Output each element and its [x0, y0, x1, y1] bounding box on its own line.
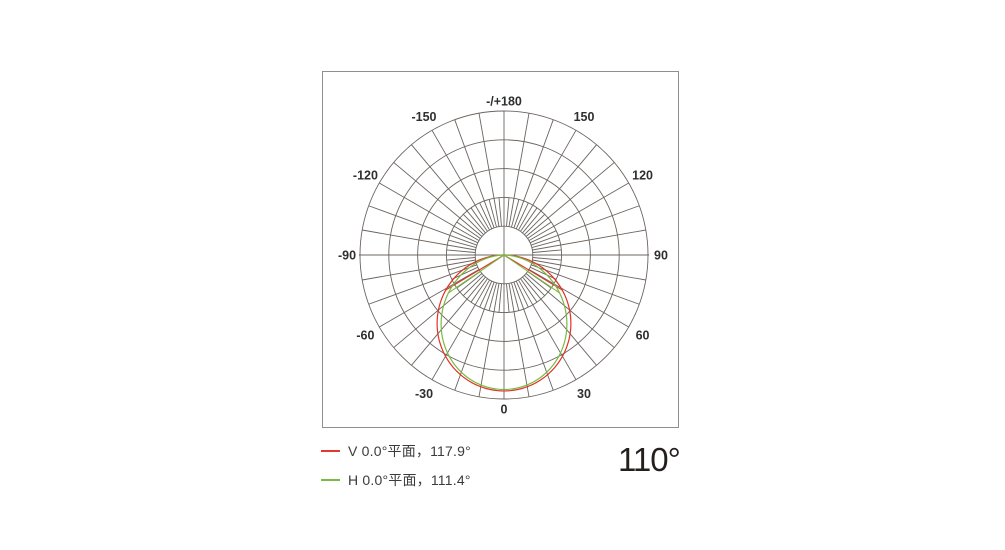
angle-label-0: 0 — [501, 403, 508, 417]
beam-angle-value: 110° — [618, 441, 681, 478]
curve-v-plane — [436, 254, 572, 392]
beam-angle-line-v — [503, 254, 563, 291]
angle-label--120: -120 — [353, 169, 378, 183]
beam-angle-line-v — [445, 254, 505, 291]
beam-angle-line-h — [503, 254, 560, 294]
angle-label-30: 30 — [577, 387, 591, 401]
angle-label-90: 90 — [654, 249, 668, 263]
angle-label-120: 120 — [632, 169, 653, 183]
legend-line-red — [321, 450, 340, 452]
angle-label-150: 150 — [574, 110, 595, 124]
polar-chart-frame: 0 30 60 90 120 150 -/+180 -150 -120 -90 -60 -30 — [322, 71, 679, 428]
beam-angle-line-h — [448, 254, 505, 294]
legend: V 0.0°平面，117.9° H 0.0°平面，111.4° — [321, 443, 471, 501]
legend-label-h-plane: H 0.0°平面，111.4° — [348, 472, 471, 488]
angle-label--60: -60 — [356, 329, 374, 343]
curve-h-plane — [440, 254, 568, 391]
angle-label--30: -30 — [415, 387, 433, 401]
legend-label-v-plane: V 0.0°平面，117.9° — [348, 443, 471, 459]
legend-line-green — [321, 479, 340, 481]
legend-item-h-plane: H 0.0°平面，111.4° — [321, 472, 471, 488]
polar-photometric-chart: 0 30 60 90 120 150 -/+180 -150 -120 -90 -60 -30 — [338, 95, 668, 417]
angle-label-180: -/+180 — [486, 95, 522, 109]
angle-label--150: -150 — [411, 110, 436, 124]
legend-item-v-plane: V 0.0°平面，117.9° — [321, 443, 471, 459]
angle-label--90: -90 — [338, 249, 356, 263]
angle-label-60: 60 — [636, 329, 650, 343]
